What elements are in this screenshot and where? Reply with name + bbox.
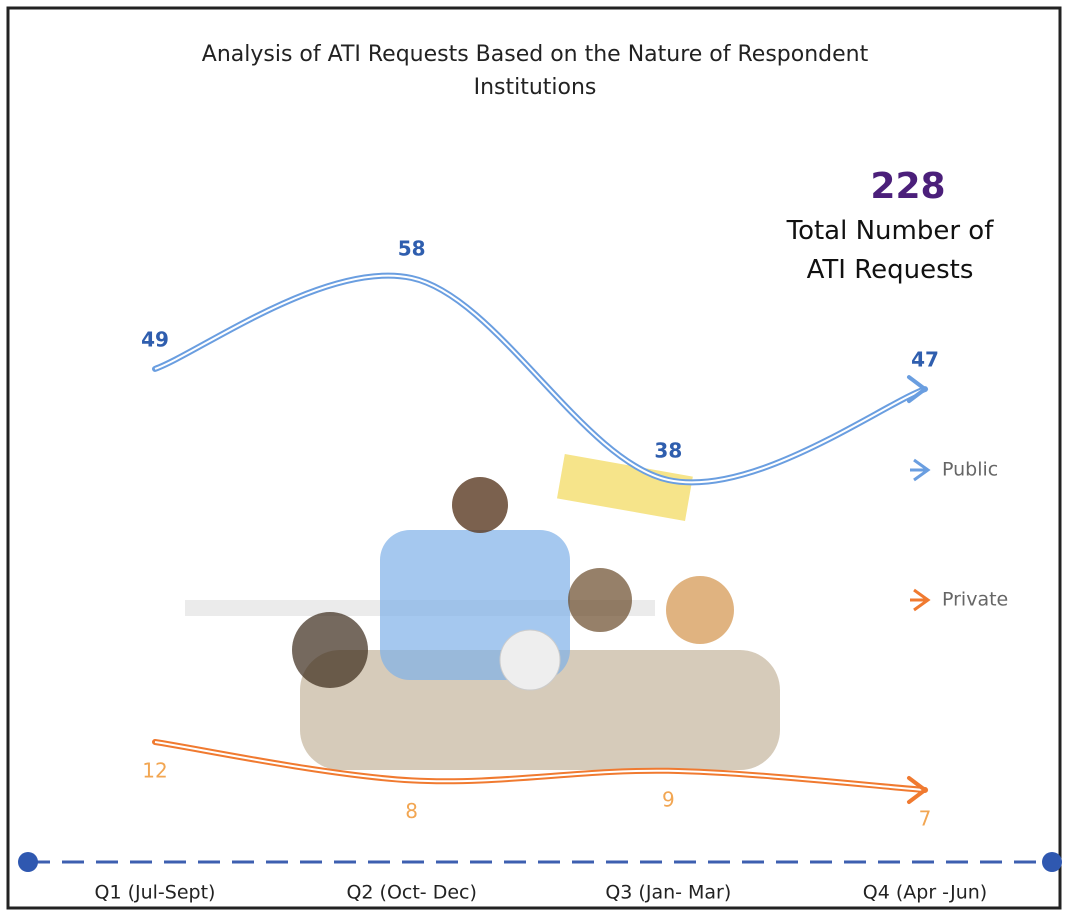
x-tick-label: Q2 (Oct- Dec) xyxy=(346,882,476,904)
legend-label: Public xyxy=(942,459,998,481)
x-tick-label: Q1 (Jul-Sept) xyxy=(95,882,216,904)
title-box: Analysis of ATI Requests Based on the Na… xyxy=(201,42,869,100)
series-line xyxy=(154,741,926,791)
legend-icon xyxy=(910,588,931,612)
total-label: Total Number of ATI Requests Received xyxy=(786,216,994,285)
series-line xyxy=(154,274,926,484)
total-box: Total Number of ATI Requests Received xyxy=(786,216,994,285)
x-tick-label: Q4 (Apr -Jun) xyxy=(863,882,987,904)
chart-title: Analysis of ATI Requests Based on the Na… xyxy=(201,42,869,100)
axis-dot xyxy=(1042,852,1062,872)
data-label: 47 xyxy=(911,348,939,372)
data-label: 38 xyxy=(654,439,682,463)
data-label: 8 xyxy=(405,799,418,823)
series-arrow xyxy=(907,776,929,804)
data-label: 7 xyxy=(919,807,932,831)
data-label: 12 xyxy=(142,759,167,783)
total-value: 228 xyxy=(870,166,945,207)
data-label: 9 xyxy=(662,787,675,811)
illustration xyxy=(185,454,780,770)
data-label: 58 xyxy=(398,237,426,261)
legend-label: Private xyxy=(942,589,1008,611)
series-arrow xyxy=(907,375,929,404)
frame xyxy=(6,6,1062,910)
legend-icon xyxy=(910,458,931,482)
axis-dot xyxy=(18,852,38,872)
x-tick-label: Q3 (Jan- Mar) xyxy=(605,882,731,904)
data-label: 49 xyxy=(141,327,169,351)
